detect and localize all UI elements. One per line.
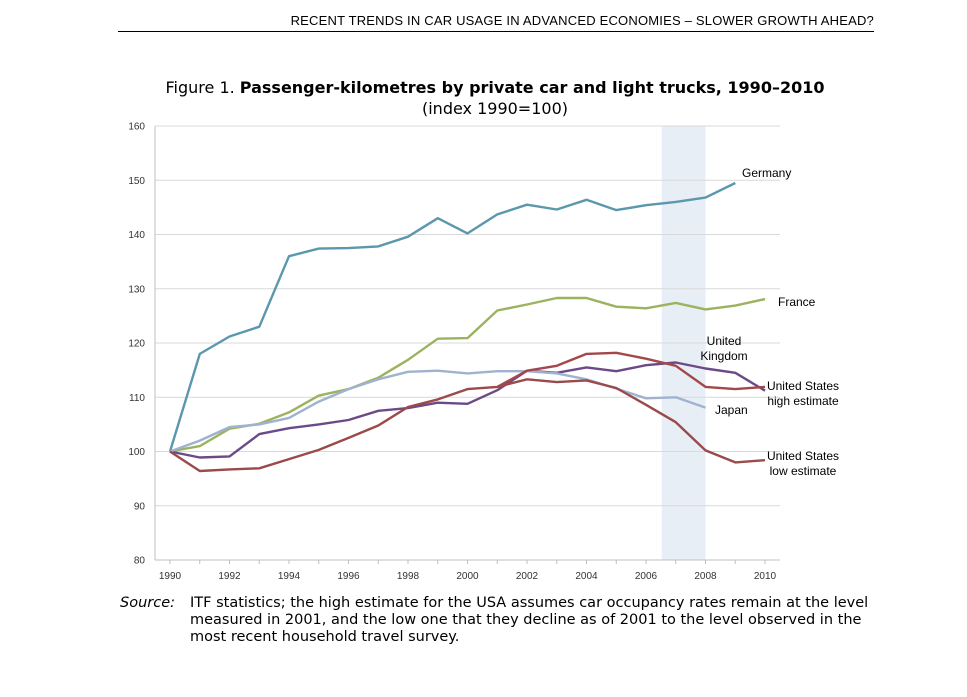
figure-title: Figure 1. Passenger-kilometres by privat…: [0, 77, 967, 98]
x-tick-label: 1994: [278, 571, 301, 582]
series-label-line: Germany: [742, 166, 791, 180]
series-label-germany: Germany: [742, 166, 791, 180]
x-tick-label: 1992: [218, 571, 241, 582]
series-label-line: United: [707, 334, 742, 348]
series-label-line: Japan: [715, 403, 748, 417]
y-tick-label: 80: [134, 556, 146, 567]
series-label-line: Kingdom: [700, 349, 747, 363]
series-label-united-kingdom: United Kingdom: [700, 334, 747, 363]
series-label-line: France: [778, 295, 816, 309]
y-tick-label: 150: [128, 176, 145, 187]
figure-title-text: Passenger-kilometres by private car and …: [239, 78, 825, 97]
x-tick-label: 2006: [635, 571, 658, 582]
figure-prefix: Figure 1.: [165, 78, 235, 97]
x-tick-label: 1996: [337, 571, 360, 582]
axes: 80 90 100 110 120 130 140 150 160 1990 1992 1994 199…: [128, 122, 780, 582]
x-tick-label: 2010: [754, 571, 777, 582]
source-text: ITF statistics; the high estimate for th…: [190, 595, 869, 645]
y-tick-label: 90: [134, 501, 146, 512]
series-lines: [168, 181, 766, 473]
x-tick-label: 2004: [575, 571, 598, 582]
running-header: RECENT TRENDS IN CAR USAGE IN ADVANCED E…: [118, 13, 874, 32]
series-line-united-states-high-estimate: [169, 378, 766, 473]
y-tick-label: 100: [128, 447, 145, 458]
series-line-united-states-low-estimate: [496, 351, 766, 391]
y-tick-label: 160: [128, 122, 145, 133]
series-labels: Germany France United Kingdom Japan United St…: [700, 166, 839, 478]
series-line-germany: [168, 181, 736, 452]
source-label: Source:: [120, 595, 176, 611]
figure-subtitle: (index 1990=100): [421, 99, 568, 118]
x-tick-label: 1998: [397, 571, 420, 582]
x-tick-label: 2000: [456, 571, 479, 582]
series-line-france: [169, 296, 766, 453]
series-label-line: low estimate: [770, 464, 837, 478]
source-note: Source: ITF statistics; the high estimate…: [120, 595, 880, 646]
running-title: RECENT TRENDS IN CAR USAGE IN ADVANCED E…: [290, 13, 874, 28]
series-label-line: high estimate: [767, 394, 839, 408]
series-label-united-states-high-estimate: United States high estimate: [767, 379, 839, 408]
series-label-france: France: [778, 295, 816, 309]
y-tick-label: 140: [128, 230, 145, 241]
series-label-japan: Japan: [715, 403, 748, 417]
y-tick-label: 130: [128, 284, 145, 295]
x-tick-label: 2002: [516, 571, 539, 582]
series-label-united-states-low-estimate: United States low estimate: [767, 449, 839, 478]
series-label-line: United States: [767, 379, 839, 393]
x-tick-label: 1990: [159, 571, 182, 582]
x-tick-label: 2008: [694, 571, 717, 582]
y-tick-label: 110: [129, 393, 145, 404]
series-label-line: United States: [767, 449, 839, 463]
y-tick-label: 120: [128, 339, 145, 350]
